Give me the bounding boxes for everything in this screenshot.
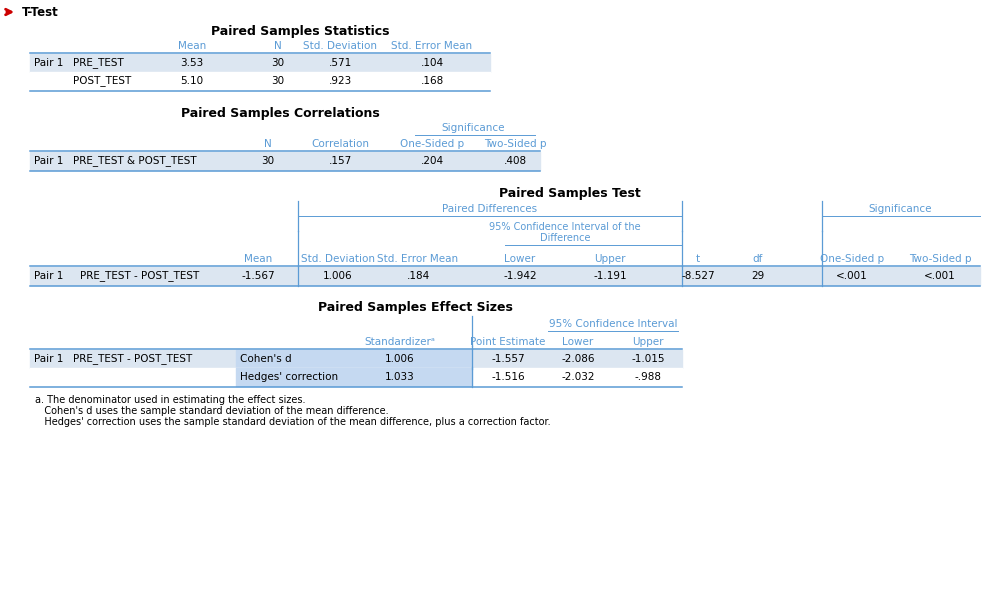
Text: Std. Error Mean: Std. Error Mean bbox=[378, 254, 458, 264]
Text: One-Sided p: One-Sided p bbox=[400, 139, 464, 149]
Text: -.988: -.988 bbox=[634, 372, 661, 382]
Text: df: df bbox=[752, 254, 763, 264]
Text: 30: 30 bbox=[271, 76, 284, 86]
Text: -8.527: -8.527 bbox=[681, 271, 715, 281]
Text: Lower: Lower bbox=[563, 337, 593, 347]
Text: 95% Confidence Interval of the: 95% Confidence Interval of the bbox=[489, 222, 641, 232]
Text: Paired Differences: Paired Differences bbox=[442, 204, 538, 214]
Text: Mean: Mean bbox=[244, 254, 272, 264]
Text: PRE_TEST & POST_TEST: PRE_TEST & POST_TEST bbox=[73, 156, 197, 167]
Text: T-Test: T-Test bbox=[22, 5, 59, 18]
Text: Paired Samples Correlations: Paired Samples Correlations bbox=[181, 106, 380, 120]
Text: 1.033: 1.033 bbox=[385, 372, 414, 382]
Text: .408: .408 bbox=[503, 156, 527, 166]
Text: Two-Sided p: Two-Sided p bbox=[909, 254, 971, 264]
Text: .923: .923 bbox=[328, 76, 352, 86]
Text: -1.015: -1.015 bbox=[631, 354, 665, 364]
Text: <.001: <.001 bbox=[836, 271, 868, 281]
Text: Pair 1: Pair 1 bbox=[34, 156, 64, 166]
Text: Hedges' correction uses the sample standard deviation of the mean difference, pl: Hedges' correction uses the sample stand… bbox=[35, 417, 551, 427]
Text: <.001: <.001 bbox=[924, 271, 956, 281]
Text: 30: 30 bbox=[261, 156, 274, 166]
Text: 95% Confidence Interval: 95% Confidence Interval bbox=[549, 319, 677, 329]
Text: .571: .571 bbox=[328, 58, 352, 68]
Text: 5.10: 5.10 bbox=[181, 76, 204, 86]
Text: N: N bbox=[264, 139, 272, 149]
Text: Upper: Upper bbox=[594, 254, 626, 264]
Text: .168: .168 bbox=[420, 76, 443, 86]
Text: Correlation: Correlation bbox=[311, 139, 369, 149]
Text: Std. Deviation: Std. Deviation bbox=[303, 41, 377, 51]
Text: .104: .104 bbox=[420, 58, 443, 68]
Text: 1.006: 1.006 bbox=[323, 271, 353, 281]
Text: -1.567: -1.567 bbox=[242, 271, 274, 281]
Text: Upper: Upper bbox=[632, 337, 664, 347]
Text: PRE_TEST - POST_TEST: PRE_TEST - POST_TEST bbox=[80, 271, 199, 282]
Text: Cohen's d: Cohen's d bbox=[240, 354, 291, 364]
Text: 1.006: 1.006 bbox=[386, 354, 414, 364]
Text: PRE_TEST - POST_TEST: PRE_TEST - POST_TEST bbox=[73, 353, 192, 364]
Text: .157: .157 bbox=[328, 156, 352, 166]
Text: Significance: Significance bbox=[868, 204, 931, 214]
Text: -2.032: -2.032 bbox=[562, 372, 594, 382]
Text: Difference: Difference bbox=[540, 233, 590, 243]
Text: 3.53: 3.53 bbox=[180, 58, 204, 68]
Text: One-Sided p: One-Sided p bbox=[820, 254, 884, 264]
Text: Pair 1: Pair 1 bbox=[34, 271, 64, 281]
Text: -1.191: -1.191 bbox=[593, 271, 627, 281]
Text: Two-Sided p: Two-Sided p bbox=[484, 139, 547, 149]
Text: Significance: Significance bbox=[441, 123, 505, 133]
Text: Paired Samples Statistics: Paired Samples Statistics bbox=[211, 24, 390, 38]
Text: Hedges' correction: Hedges' correction bbox=[240, 372, 338, 382]
Text: Std. Deviation: Std. Deviation bbox=[301, 254, 375, 264]
Text: Mean: Mean bbox=[178, 41, 206, 51]
Text: Std. Error Mean: Std. Error Mean bbox=[392, 41, 472, 51]
Text: Point Estimate: Point Estimate bbox=[470, 337, 546, 347]
Text: -2.086: -2.086 bbox=[562, 354, 594, 364]
Text: Paired Samples Test: Paired Samples Test bbox=[499, 187, 641, 199]
Text: POST_TEST: POST_TEST bbox=[73, 75, 131, 86]
Text: t: t bbox=[696, 254, 700, 264]
Text: .204: .204 bbox=[420, 156, 443, 166]
Text: 30: 30 bbox=[271, 58, 284, 68]
Text: Lower: Lower bbox=[504, 254, 536, 264]
Text: 29: 29 bbox=[751, 271, 764, 281]
Text: Cohen's d uses the sample standard deviation of the mean difference.: Cohen's d uses the sample standard devia… bbox=[35, 406, 389, 416]
Text: Standardizerᵃ: Standardizerᵃ bbox=[365, 337, 435, 347]
Text: Pair 1: Pair 1 bbox=[34, 58, 64, 68]
Text: -1.942: -1.942 bbox=[503, 271, 537, 281]
Text: a. The denominator used in estimating the effect sizes.: a. The denominator used in estimating th… bbox=[35, 395, 305, 405]
Text: N: N bbox=[274, 41, 282, 51]
Text: .184: .184 bbox=[407, 271, 429, 281]
Text: Paired Samples Effect Sizes: Paired Samples Effect Sizes bbox=[317, 302, 513, 314]
Text: -1.557: -1.557 bbox=[491, 354, 525, 364]
Text: -1.516: -1.516 bbox=[491, 372, 525, 382]
Text: Pair 1: Pair 1 bbox=[34, 354, 64, 364]
Text: PRE_TEST: PRE_TEST bbox=[73, 58, 123, 69]
